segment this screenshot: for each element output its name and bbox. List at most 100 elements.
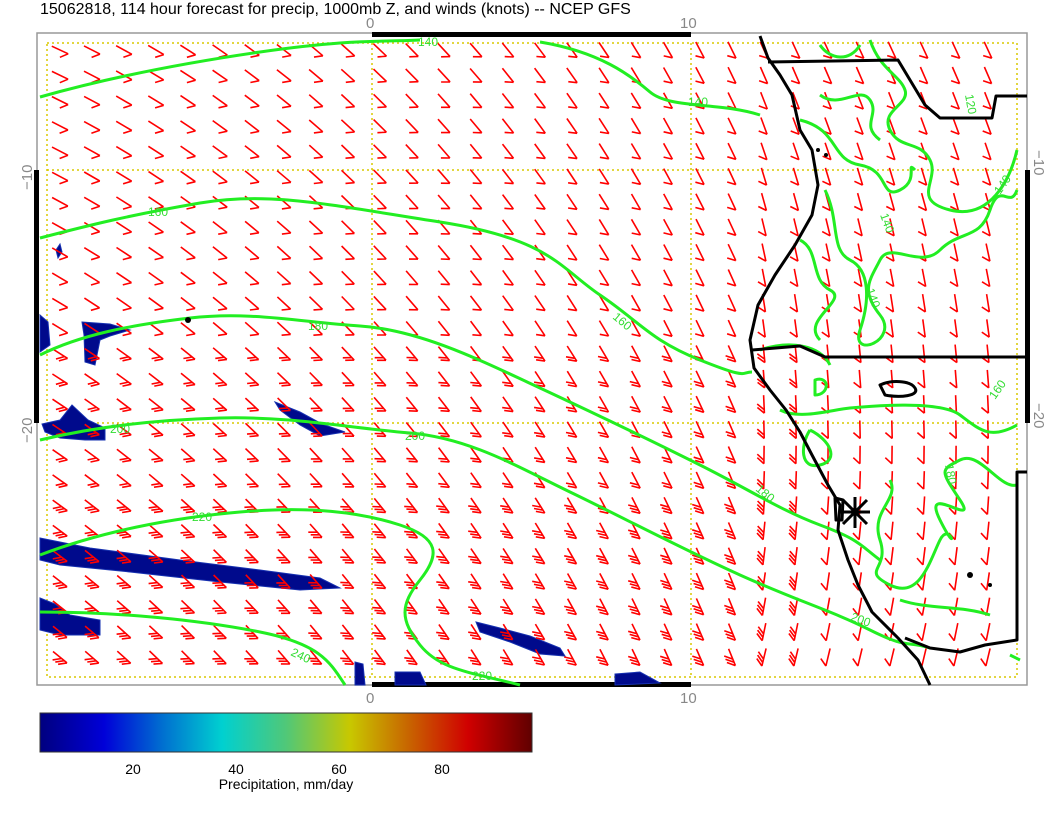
wind-barb: [501, 244, 515, 261]
wind-barb: [116, 473, 132, 489]
wind-barb: [148, 271, 164, 286]
wind-barb: [916, 471, 926, 490]
wind-barb: [918, 117, 928, 136]
wind-barb: [662, 168, 674, 186]
coastline-borders: [185, 35, 1027, 686]
wind-barb: [52, 474, 68, 489]
wind-barb: [437, 118, 451, 134]
wind-barb: [501, 194, 515, 210]
wind-barb: [756, 420, 765, 440]
wind-barb: [469, 67, 483, 83]
height-contours: [39, 38, 1021, 687]
wind-barb: [884, 597, 895, 616]
wind-barb: [854, 167, 864, 186]
wind-barb: [244, 119, 260, 134]
wind-barb: [790, 117, 800, 136]
wind-barb: [756, 597, 767, 616]
wind-barb: [373, 396, 387, 412]
wind-barb: [180, 473, 196, 488]
wind-barb: [663, 294, 673, 312]
wind-barb: [756, 572, 767, 591]
wind-barb: [212, 119, 228, 134]
wind-barb: [949, 268, 959, 288]
wind-barb: [758, 91, 769, 110]
wind-barb: [341, 447, 355, 463]
lat-tick-left-10: −10: [19, 165, 36, 190]
wind-barb: [116, 625, 132, 640]
wind-barb: [534, 269, 546, 286]
wind-barb: [148, 650, 164, 665]
wind-barb: [276, 245, 292, 261]
wind-barb: [627, 547, 641, 565]
wind-barb: [115, 221, 133, 236]
wind-barb: [340, 548, 355, 564]
wind-barb: [212, 473, 228, 488]
wind-barb: [52, 449, 68, 463]
wind-barb: [212, 271, 228, 286]
wind-barb: [373, 447, 387, 463]
wind-barb: [566, 168, 578, 185]
wind-barb: [630, 143, 642, 160]
wind-barb: [116, 448, 132, 463]
wind-barb: [502, 295, 514, 312]
wind-barb: [499, 649, 514, 666]
wind-barb: [83, 221, 101, 236]
wind-barb: [757, 218, 767, 237]
wind-barb: [852, 521, 862, 541]
wind-barb: [116, 650, 132, 665]
wind-barb: [596, 497, 610, 515]
wind-barb: [212, 170, 228, 185]
wind-barb: [788, 547, 798, 566]
wind-barb: [790, 41, 801, 59]
wind-barb: [663, 269, 673, 287]
wind-barb: [790, 66, 801, 85]
wind-barb: [245, 473, 259, 488]
wind-barb: [372, 68, 388, 83]
lon-tick-top-10: 10: [680, 15, 697, 32]
wind-barb: [148, 170, 164, 185]
wind-barb: [244, 220, 260, 235]
wind-barb: [244, 245, 260, 261]
wind-barb: [372, 599, 387, 615]
wind-barb: [436, 548, 450, 565]
wind-barb: [147, 95, 165, 109]
wind-barb: [916, 622, 927, 642]
wind-barb: [662, 142, 674, 160]
wind-barb: [84, 373, 100, 387]
wind-barb: [692, 648, 705, 667]
wind-barb: [756, 471, 766, 490]
wind-barb: [980, 420, 989, 440]
wind-barb: [660, 547, 673, 565]
wind-barb: [756, 521, 766, 541]
wind-barb: [564, 648, 578, 666]
wind-barb: [470, 447, 482, 463]
wind-barb: [212, 523, 228, 539]
wind-barb: [534, 295, 546, 312]
wind-barb: [179, 69, 197, 84]
graticule: [47, 43, 1017, 677]
wind-barb: [180, 145, 196, 160]
wind-barb: [596, 648, 609, 666]
wind-barb: [853, 369, 862, 389]
wind-barb: [84, 474, 100, 489]
wind-barb: [789, 218, 799, 237]
wind-barb: [662, 193, 674, 211]
wind-barb: [565, 345, 578, 362]
wind-barb: [758, 142, 768, 161]
wind-barb: [341, 245, 355, 261]
wind-barb: [726, 294, 737, 312]
wind-barb: [501, 42, 515, 58]
wind-barb: [725, 446, 737, 464]
wind-barb: [533, 345, 546, 362]
wind-barb: [884, 547, 894, 566]
wind-barb: [597, 396, 610, 413]
wind-barb: [726, 168, 737, 186]
wind-barb: [695, 117, 705, 135]
wind-barb: [469, 143, 483, 159]
wind-barb: [980, 496, 990, 515]
wind-barb: [276, 195, 292, 210]
wind-barb: [532, 623, 546, 641]
wind-barb: [980, 445, 989, 465]
wind-barb: [630, 168, 642, 186]
wind-barb: [757, 192, 768, 212]
